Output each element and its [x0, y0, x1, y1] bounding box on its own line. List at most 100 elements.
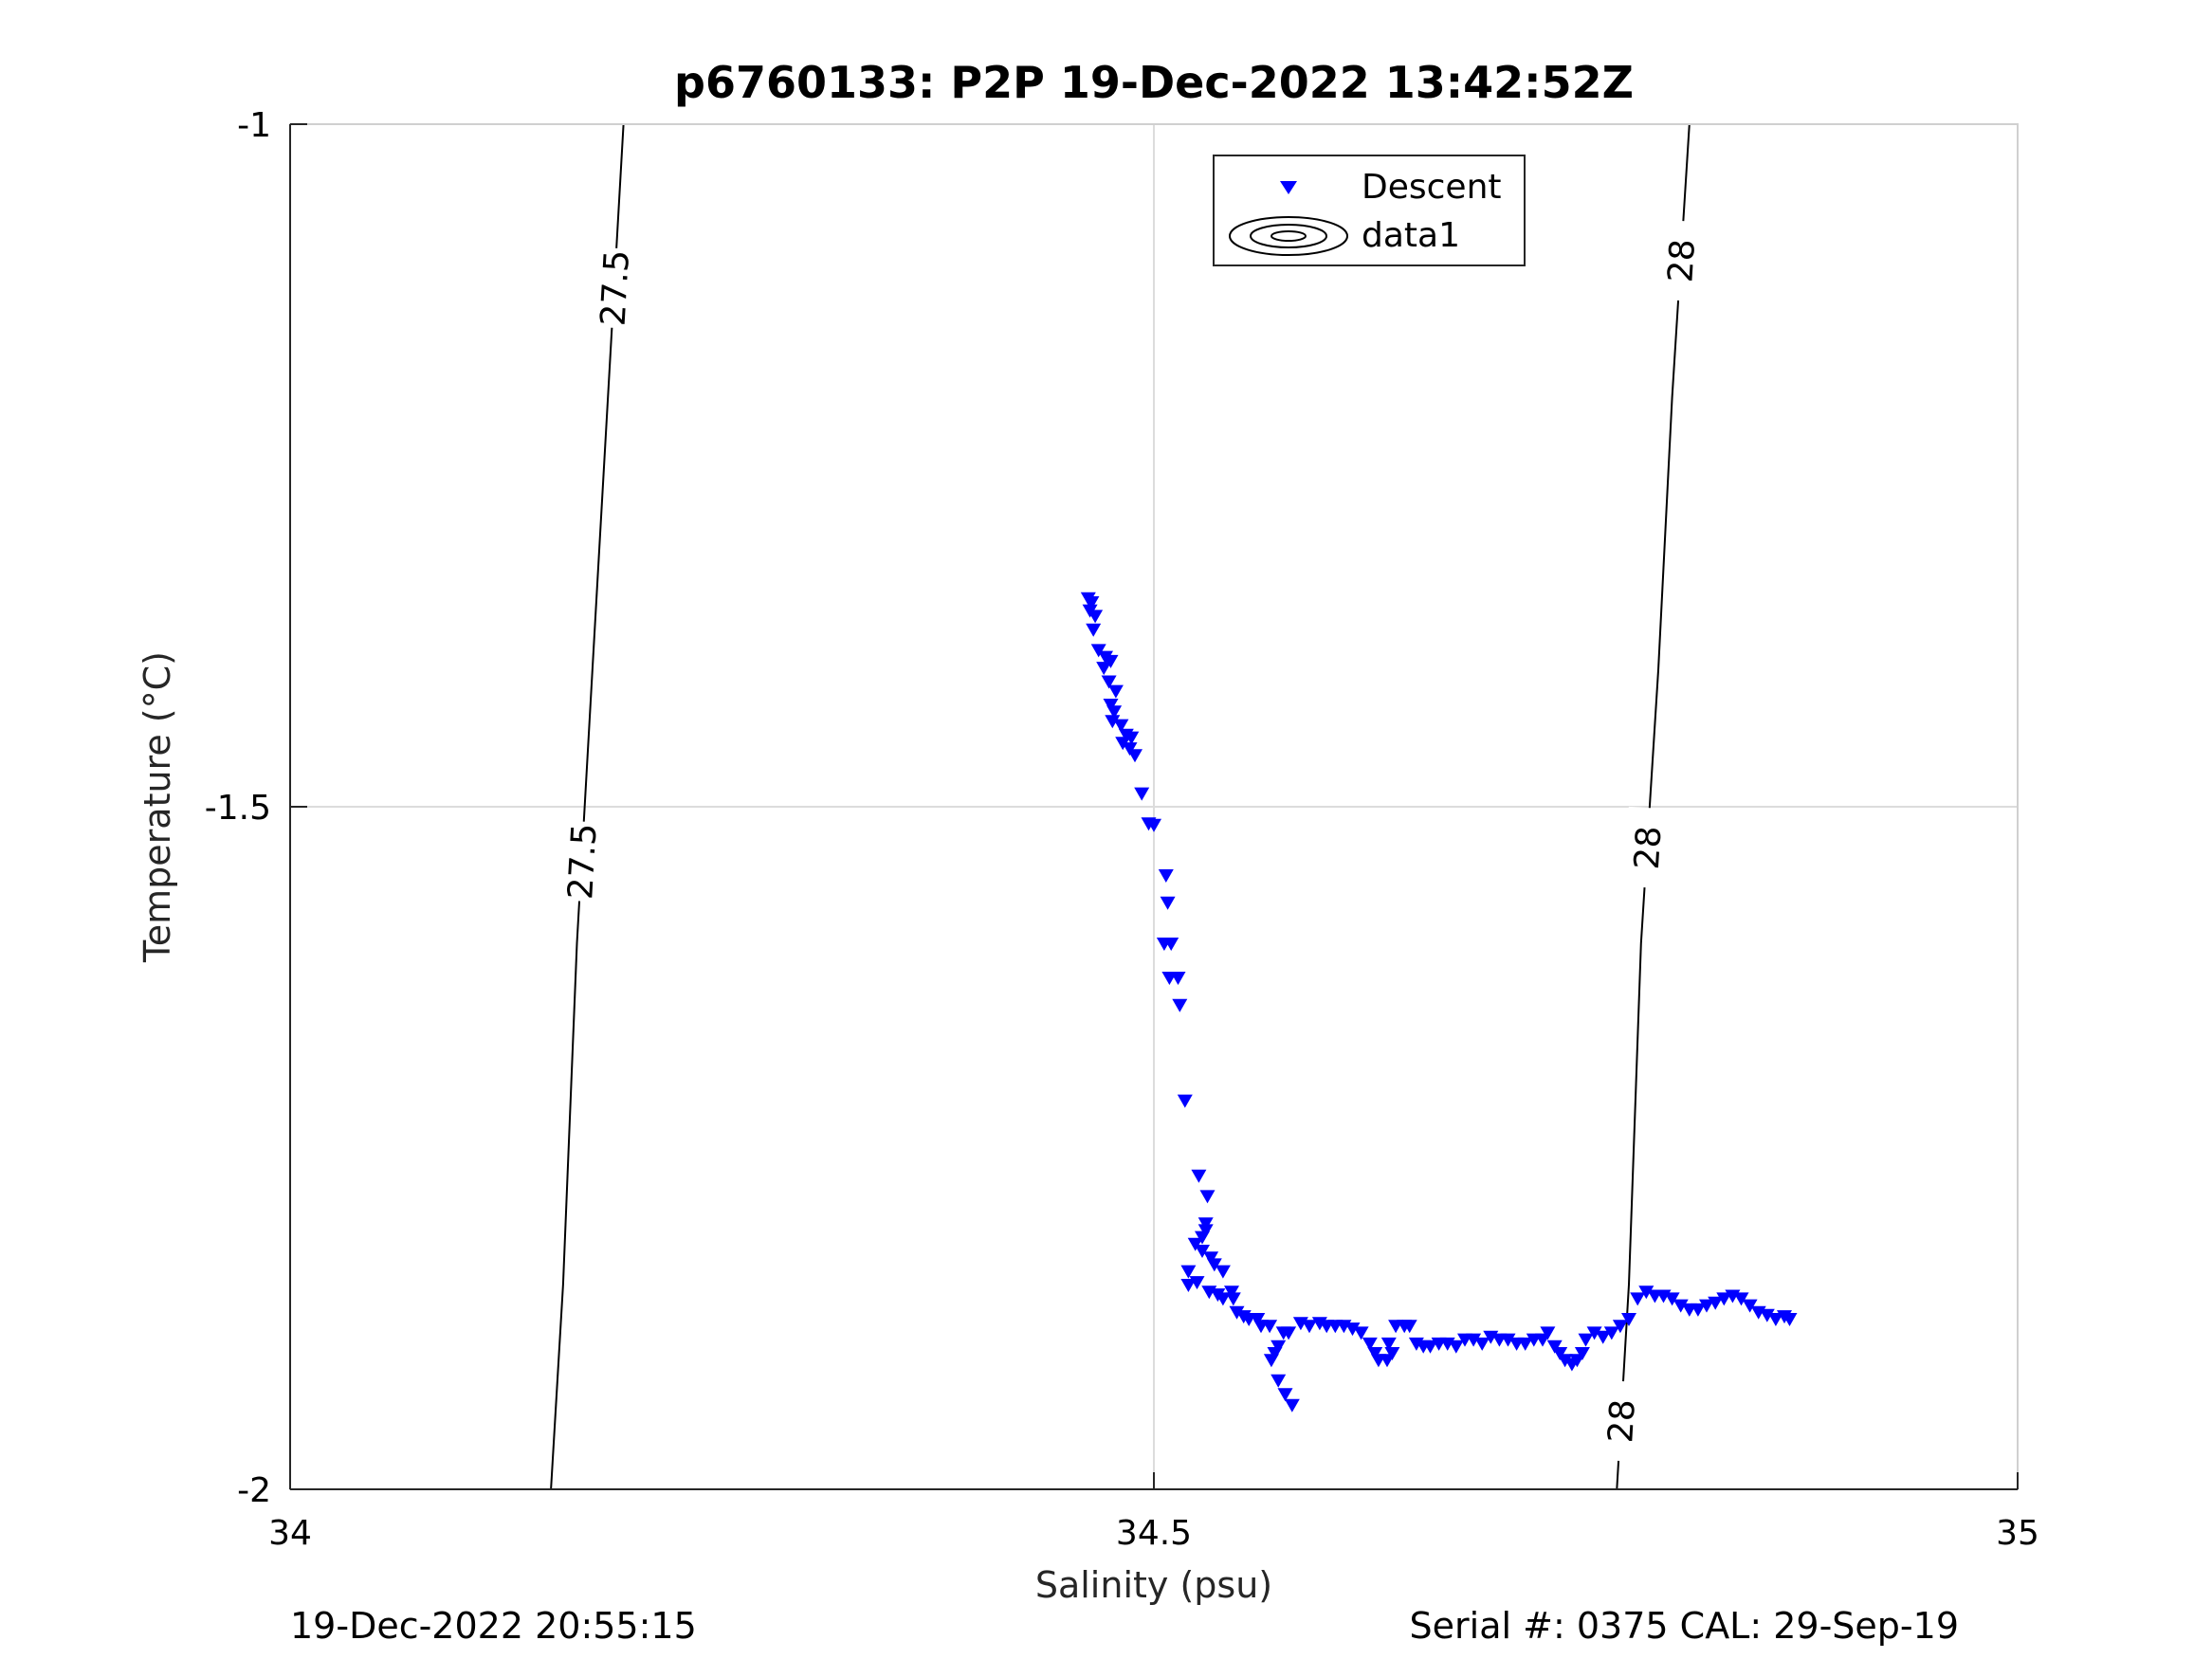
descent-point-91: [1500, 1333, 1516, 1347]
descent-point-48: [1225, 1292, 1241, 1306]
descent-point-7: [1096, 662, 1112, 676]
descent-point-71: [1362, 1337, 1378, 1351]
descent-point-1: [1084, 596, 1100, 610]
descent-point-116: [1690, 1303, 1706, 1317]
y-tick-label-0: -1: [237, 106, 271, 145]
legend-contour-icon: [1229, 216, 1348, 256]
descent-point-85: [1448, 1340, 1464, 1354]
descent-point-75: [1384, 1347, 1400, 1360]
contour-label-1-1: 28: [1623, 806, 1671, 889]
descent-point-107: [1612, 1320, 1628, 1334]
x-tick-label-2: 35: [1996, 1514, 2039, 1553]
contour-label-0-0: 27.5: [591, 246, 638, 329]
descent-point-108: [1621, 1313, 1636, 1326]
descent-point-43: [1189, 1276, 1205, 1290]
descent-point-8: [1103, 654, 1119, 668]
descent-point-20: [1134, 787, 1150, 801]
descent-point-102: [1574, 1347, 1590, 1360]
descent-point-109: [1630, 1292, 1646, 1306]
descent-point-9: [1101, 675, 1117, 689]
descent-point-56: [1263, 1354, 1279, 1368]
descent-point-105: [1595, 1330, 1611, 1344]
descent-point-98: [1552, 1347, 1568, 1360]
x-tick-label-0: 34: [268, 1514, 312, 1553]
legend-descent-marker-icon: [1280, 181, 1297, 194]
descent-point-127: [1782, 1313, 1798, 1326]
descent-point-118: [1708, 1296, 1724, 1310]
x-axis-label: Salinity (psu): [1035, 1564, 1272, 1606]
y-axis-label: Temperature (°C): [137, 651, 178, 963]
descent-point-125: [1767, 1313, 1783, 1326]
descent-point-33: [1187, 1237, 1203, 1251]
descent-point-60: [1271, 1374, 1287, 1388]
descent-point-19: [1127, 749, 1143, 763]
descent-point-5: [1090, 644, 1106, 658]
descent-point-4: [1086, 623, 1102, 637]
descent-point-18: [1122, 742, 1138, 757]
y-tick-label-2: -2: [237, 1471, 271, 1510]
descent-point-28: [1170, 972, 1186, 985]
descent-point-106: [1603, 1326, 1619, 1340]
descent-point-38: [1203, 1251, 1219, 1266]
legend-box: [1213, 155, 1526, 266]
axis-ticks: 34 34.5 35 -1 -1.5 -2: [205, 106, 2039, 1553]
descent-point-64: [1302, 1320, 1317, 1334]
descent-point-14: [1113, 719, 1129, 733]
descent-point-104: [1586, 1326, 1602, 1340]
descent-point-52: [1250, 1313, 1266, 1326]
descent-point-69: [1344, 1322, 1361, 1337]
descent-point-12: [1106, 705, 1123, 720]
descent-point-32: [1199, 1190, 1216, 1204]
descent-point-22: [1146, 818, 1161, 832]
descent-point-36: [1197, 1217, 1214, 1231]
descent-point-24: [1160, 896, 1176, 910]
descent-point-26: [1163, 938, 1179, 951]
descent-point-103: [1578, 1333, 1594, 1347]
descent-point-114: [1673, 1299, 1689, 1313]
descent-series: [1080, 592, 1798, 1413]
descent-point-82: [1422, 1340, 1438, 1354]
descent-point-40: [1215, 1265, 1231, 1279]
descent-point-62: [1284, 1398, 1300, 1413]
descent-point-3: [1088, 610, 1104, 624]
descent-point-61: [1277, 1388, 1293, 1402]
contour-label-0-1: 27.5: [558, 820, 605, 902]
contour-label-1-0: 28: [1657, 219, 1705, 302]
descent-point-88: [1474, 1337, 1490, 1351]
descent-point-59: [1281, 1326, 1297, 1340]
descent-point-41: [1180, 1265, 1197, 1279]
descent-point-42: [1180, 1279, 1197, 1292]
descent-point-47: [1224, 1285, 1239, 1300]
descent-point-96: [1540, 1326, 1556, 1340]
descent-point-46: [1215, 1292, 1231, 1306]
descent-point-119: [1716, 1292, 1732, 1306]
descent-point-35: [1197, 1224, 1214, 1238]
legend: Descent data1: [1213, 155, 1526, 266]
svg-text:27.5: 27.5: [594, 249, 637, 327]
descent-point-57: [1271, 1340, 1287, 1354]
descent-point-79: [1401, 1320, 1417, 1334]
footer-serial-cal: Serial #: 0375 CAL: 29-Sep-19: [1410, 1605, 1959, 1647]
descent-point-31: [1191, 1169, 1207, 1183]
descent-point-13: [1105, 715, 1121, 729]
descent-point-122: [1742, 1299, 1758, 1313]
descent-point-117: [1699, 1299, 1714, 1313]
svg-text:28: 28: [1628, 825, 1670, 870]
descent-point-124: [1759, 1308, 1775, 1322]
descent-point-49: [1229, 1305, 1245, 1320]
descent-point-110: [1638, 1285, 1654, 1300]
descent-point-70: [1353, 1326, 1369, 1340]
x-tick-label-1: 34.5: [1116, 1514, 1192, 1553]
chart-title: p6760133: P2P 19-Dec-2022 13:42:52Z: [674, 57, 1634, 108]
descent-point-39: [1206, 1258, 1222, 1272]
descent-point-29: [1172, 998, 1188, 1012]
descent-point-30: [1177, 1094, 1193, 1108]
y-tick-label-1: -1.5: [205, 789, 271, 828]
legend-data1-label: data1: [1362, 216, 1460, 255]
descent-point-76: [1380, 1337, 1397, 1351]
descent-point-23: [1158, 869, 1174, 883]
contour-line-0: [550, 123, 625, 1490]
descent-point-17: [1124, 731, 1140, 745]
descent-point-87: [1466, 1333, 1482, 1347]
